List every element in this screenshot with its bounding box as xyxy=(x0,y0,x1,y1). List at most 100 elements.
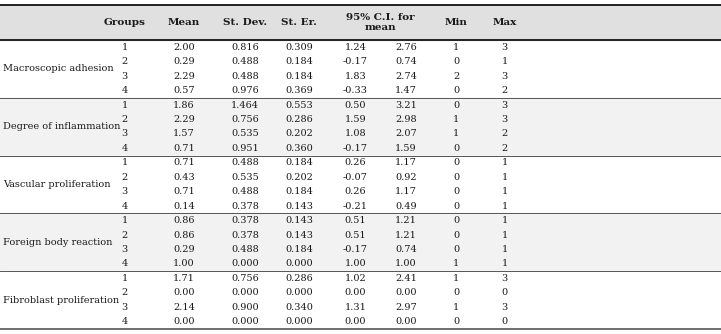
Text: 0: 0 xyxy=(454,288,459,297)
Text: Macroscopic adhesion: Macroscopic adhesion xyxy=(3,64,113,73)
Text: 0: 0 xyxy=(502,317,508,326)
Text: 1: 1 xyxy=(454,274,459,283)
Text: 0.202: 0.202 xyxy=(286,173,313,182)
Text: 1: 1 xyxy=(502,57,508,66)
Text: 2: 2 xyxy=(122,230,128,239)
Text: 0: 0 xyxy=(454,101,459,110)
Text: Max: Max xyxy=(492,18,517,27)
Text: 1.02: 1.02 xyxy=(345,274,366,283)
Text: 0.143: 0.143 xyxy=(286,202,313,211)
Text: 0.14: 0.14 xyxy=(173,202,195,211)
Text: 0.756: 0.756 xyxy=(231,274,259,283)
Text: 1.47: 1.47 xyxy=(395,86,417,95)
Bar xyxy=(0,5,721,40)
Text: 1: 1 xyxy=(454,115,459,124)
Text: 3: 3 xyxy=(122,72,128,81)
Text: 1: 1 xyxy=(454,130,459,139)
Text: 0: 0 xyxy=(454,144,459,153)
Text: 0.184: 0.184 xyxy=(286,158,313,167)
Text: 1.31: 1.31 xyxy=(345,303,366,312)
Text: 3: 3 xyxy=(122,130,128,139)
Text: 0.00: 0.00 xyxy=(345,288,366,297)
Text: 1: 1 xyxy=(502,202,508,211)
Bar xyxy=(0,98,721,156)
Text: 0.951: 0.951 xyxy=(231,144,259,153)
Text: 3: 3 xyxy=(122,245,128,254)
Text: 0.00: 0.00 xyxy=(395,317,417,326)
Text: 2.41: 2.41 xyxy=(395,274,417,283)
Text: Mean: Mean xyxy=(168,18,200,27)
Text: 0.000: 0.000 xyxy=(231,260,259,269)
Text: 1.00: 1.00 xyxy=(395,260,417,269)
Text: 0.000: 0.000 xyxy=(286,288,313,297)
Text: 4: 4 xyxy=(122,260,128,269)
Text: 0.184: 0.184 xyxy=(286,187,313,196)
Text: 0.49: 0.49 xyxy=(395,202,417,211)
Text: 0.71: 0.71 xyxy=(173,158,195,167)
Text: 0: 0 xyxy=(454,57,459,66)
Text: 2.29: 2.29 xyxy=(173,115,195,124)
Text: 95% C.I. for
mean: 95% C.I. for mean xyxy=(346,13,415,32)
Text: 0.553: 0.553 xyxy=(286,101,313,110)
Text: 2: 2 xyxy=(122,288,128,297)
Text: 1: 1 xyxy=(454,303,459,312)
Text: 1.00: 1.00 xyxy=(345,260,366,269)
Text: Foreign body reaction: Foreign body reaction xyxy=(3,238,112,247)
Text: 3.21: 3.21 xyxy=(395,101,417,110)
Text: 0.57: 0.57 xyxy=(173,86,195,95)
Text: 0.29: 0.29 xyxy=(173,245,195,254)
Text: Fibroblast proliferation: Fibroblast proliferation xyxy=(3,296,119,305)
Text: 0: 0 xyxy=(502,288,508,297)
Text: 1.08: 1.08 xyxy=(345,130,366,139)
Text: 0.00: 0.00 xyxy=(173,288,195,297)
Bar xyxy=(0,156,721,213)
Text: 1: 1 xyxy=(502,245,508,254)
Text: 2.98: 2.98 xyxy=(395,115,417,124)
Text: 0: 0 xyxy=(454,187,459,196)
Text: 0: 0 xyxy=(454,245,459,254)
Text: 2.14: 2.14 xyxy=(173,303,195,312)
Bar xyxy=(0,213,721,271)
Text: 1.464: 1.464 xyxy=(231,101,259,110)
Text: 0.360: 0.360 xyxy=(286,144,313,153)
Text: 0.29: 0.29 xyxy=(173,57,195,66)
Text: 1: 1 xyxy=(502,187,508,196)
Text: 0.86: 0.86 xyxy=(173,230,195,239)
Text: 0.00: 0.00 xyxy=(345,317,366,326)
Text: 1: 1 xyxy=(502,158,508,167)
Text: 0.000: 0.000 xyxy=(286,317,313,326)
Text: 0.51: 0.51 xyxy=(345,230,366,239)
Text: 0: 0 xyxy=(454,86,459,95)
Text: 0.378: 0.378 xyxy=(231,202,259,211)
Text: 2.00: 2.00 xyxy=(173,43,195,52)
Text: 1.57: 1.57 xyxy=(173,130,195,139)
Text: 1: 1 xyxy=(502,173,508,182)
Text: 0.000: 0.000 xyxy=(231,317,259,326)
Text: 0.340: 0.340 xyxy=(286,303,313,312)
Text: 1.21: 1.21 xyxy=(395,230,417,239)
Text: 0.286: 0.286 xyxy=(286,115,313,124)
Text: 2: 2 xyxy=(454,72,459,81)
Text: 1: 1 xyxy=(122,43,128,52)
Text: 0.184: 0.184 xyxy=(286,57,313,66)
Text: 0.71: 0.71 xyxy=(173,144,195,153)
Text: 0: 0 xyxy=(454,158,459,167)
Text: 1: 1 xyxy=(122,158,128,167)
Text: 2: 2 xyxy=(502,130,508,139)
Text: Min: Min xyxy=(445,18,468,27)
Text: 1.00: 1.00 xyxy=(173,260,195,269)
Text: 0.74: 0.74 xyxy=(395,57,417,66)
Text: 1.21: 1.21 xyxy=(395,216,417,225)
Text: -0.17: -0.17 xyxy=(343,57,368,66)
Text: 0.184: 0.184 xyxy=(286,72,313,81)
Text: 0.26: 0.26 xyxy=(345,158,366,167)
Text: 1: 1 xyxy=(502,230,508,239)
Text: 0.143: 0.143 xyxy=(286,216,313,225)
Text: 0.000: 0.000 xyxy=(286,260,313,269)
Text: 1: 1 xyxy=(454,43,459,52)
Text: 3: 3 xyxy=(502,72,508,81)
Text: 3: 3 xyxy=(502,101,508,110)
Text: 0.86: 0.86 xyxy=(173,216,195,225)
Text: 1.24: 1.24 xyxy=(345,43,366,52)
Text: -0.21: -0.21 xyxy=(343,202,368,211)
